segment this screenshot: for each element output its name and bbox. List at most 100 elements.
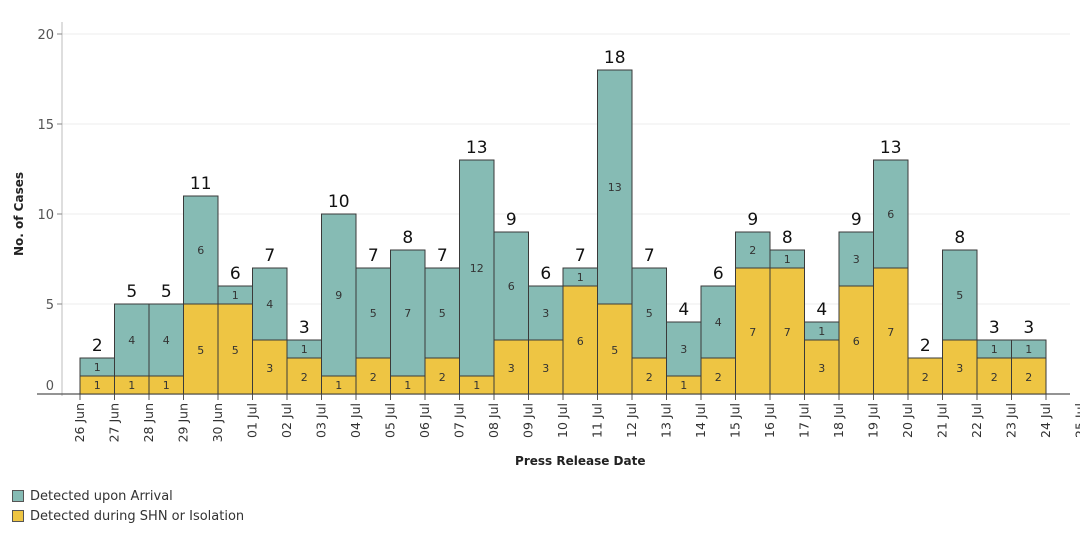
- segment-label-arrival: 6: [887, 208, 894, 221]
- legend-swatch-shn: [12, 510, 24, 522]
- segment-label-shn: 2: [922, 371, 929, 384]
- x-tick-label: 08 Jul: [486, 403, 501, 438]
- bar-total-label: 7: [368, 246, 379, 266]
- segment-label-shn: 1: [335, 379, 342, 392]
- bar-total-label: 3: [1023, 318, 1034, 338]
- bar-total-label: 7: [264, 246, 275, 266]
- bar-total-label: 9: [747, 210, 758, 230]
- x-tick-label: 30 Jun: [210, 403, 225, 442]
- segment-label-shn: 1: [473, 379, 480, 392]
- bar-segment-arrival: [942, 249, 978, 341]
- segment-label-arrival: 5: [370, 307, 377, 320]
- legend-label-shn: Detected during SHN or Isolation: [30, 508, 245, 524]
- segment-label-arrival: 1: [577, 271, 584, 284]
- bar-segment-arrival: [424, 267, 460, 359]
- bar-total-label: 7: [437, 246, 448, 266]
- bar-total-label: 8: [954, 228, 965, 248]
- bar-total-label: 6: [230, 264, 241, 284]
- bar-total-label: 8: [402, 228, 413, 248]
- segment-label-arrival: 3: [680, 343, 687, 356]
- segment-label-arrival: 6: [508, 280, 515, 293]
- segment-label-shn: 6: [577, 335, 584, 348]
- bar-segment-shn: [493, 339, 529, 395]
- segment-label-shn: 7: [784, 326, 791, 339]
- segment-label-arrival: 1: [818, 325, 825, 338]
- x-tick-label: 15 Jul: [728, 403, 743, 438]
- segment-label-arrival: 12: [470, 262, 484, 275]
- segment-label-shn: 3: [266, 362, 273, 375]
- bar-total-label: 8: [782, 228, 793, 248]
- bar-total-label: 9: [506, 210, 517, 230]
- segment-label-shn: 5: [197, 344, 204, 357]
- segment-label-arrival: 7: [404, 307, 411, 320]
- bar-total-label: 3: [989, 318, 1000, 338]
- bar-segment-arrival: [666, 321, 702, 377]
- segment-label-arrival: 6: [197, 244, 204, 257]
- x-tick-label: 28 Jun: [141, 403, 156, 442]
- x-tick-label: 22 Jul: [969, 403, 984, 438]
- bar-total-label: 4: [678, 300, 689, 320]
- legend-item-arrival: Detected upon Arrival: [12, 486, 244, 506]
- bar-segment-shn: [183, 303, 219, 395]
- bar-total-label: 10: [328, 192, 350, 212]
- segment-label-arrival: 5: [956, 289, 963, 302]
- segment-label-shn: 3: [542, 362, 549, 375]
- bar-segment-shn: [976, 357, 1012, 395]
- x-tick-label: 07 Jul: [452, 403, 467, 438]
- segment-label-shn: 3: [956, 362, 963, 375]
- bar-segment-arrival: [321, 213, 357, 377]
- segment-label-shn: 1: [163, 379, 170, 392]
- bar-total-label: 2: [92, 336, 103, 356]
- x-axis-title: Press Release Date: [515, 454, 645, 468]
- segment-label-arrival: 1: [301, 343, 308, 356]
- segment-label-arrival: 5: [439, 307, 446, 320]
- x-tick-label: 01 Jul: [245, 403, 260, 438]
- y-tick-label: 15: [37, 118, 54, 133]
- bar-segment-arrival: [700, 285, 736, 359]
- segment-label-shn: 2: [370, 371, 377, 384]
- bar-segment-shn: [769, 267, 805, 395]
- bar-total-label: 13: [466, 138, 488, 158]
- segment-label-shn: 2: [439, 371, 446, 384]
- segment-label-shn: 3: [818, 362, 825, 375]
- x-tick-label: 06 Jul: [417, 403, 432, 438]
- bar-segment-arrival: [183, 195, 219, 305]
- bar-total-label: 13: [880, 138, 902, 158]
- bar-segment-shn: [873, 267, 909, 395]
- segment-label-shn: 2: [1025, 371, 1032, 384]
- bar-total-label: 3: [299, 318, 310, 338]
- bar-segment-arrival: [838, 231, 874, 287]
- segment-label-shn: 2: [646, 371, 653, 384]
- bar-segment-shn: [252, 339, 288, 395]
- bar-segment-arrival: [148, 303, 184, 377]
- bar-total-label: 5: [161, 282, 172, 302]
- x-tick-label: 26 Jun: [72, 403, 87, 442]
- x-tick-label: 13 Jul: [659, 403, 674, 438]
- bar-total-label: 9: [851, 210, 862, 230]
- bar-segment-shn: [1011, 357, 1047, 395]
- x-tick-label: 27 Jun: [107, 403, 122, 442]
- segment-label-arrival: 4: [128, 334, 135, 347]
- bar-segment-shn: [942, 339, 978, 395]
- legend: Detected upon Arrival Detected during SH…: [12, 486, 244, 526]
- bar-total-label: 7: [575, 246, 586, 266]
- bar-segment-arrival: [114, 303, 150, 377]
- segment-label-arrival: 1: [232, 289, 239, 302]
- bar-total-label: 7: [644, 246, 655, 266]
- bar-segment-shn: [217, 303, 253, 395]
- segment-label-arrival: 4: [715, 316, 722, 329]
- bar-segment-arrival: [459, 159, 495, 377]
- segment-label-arrival: 1: [94, 361, 101, 374]
- bar-segment-shn: [907, 357, 943, 395]
- x-tick-label: 29 Jun: [176, 403, 191, 442]
- legend-swatch-arrival: [12, 490, 24, 502]
- bar-segment-arrival: [873, 159, 909, 269]
- bar-segment-shn: [735, 267, 771, 395]
- bar-segment-arrival: [631, 267, 667, 359]
- segment-label-shn: 6: [853, 335, 860, 348]
- legend-label-arrival: Detected upon Arrival: [30, 488, 173, 504]
- segment-label-arrival: 2: [749, 244, 756, 257]
- bar-segment-shn: [424, 357, 460, 395]
- bar-total-label: 6: [713, 264, 724, 284]
